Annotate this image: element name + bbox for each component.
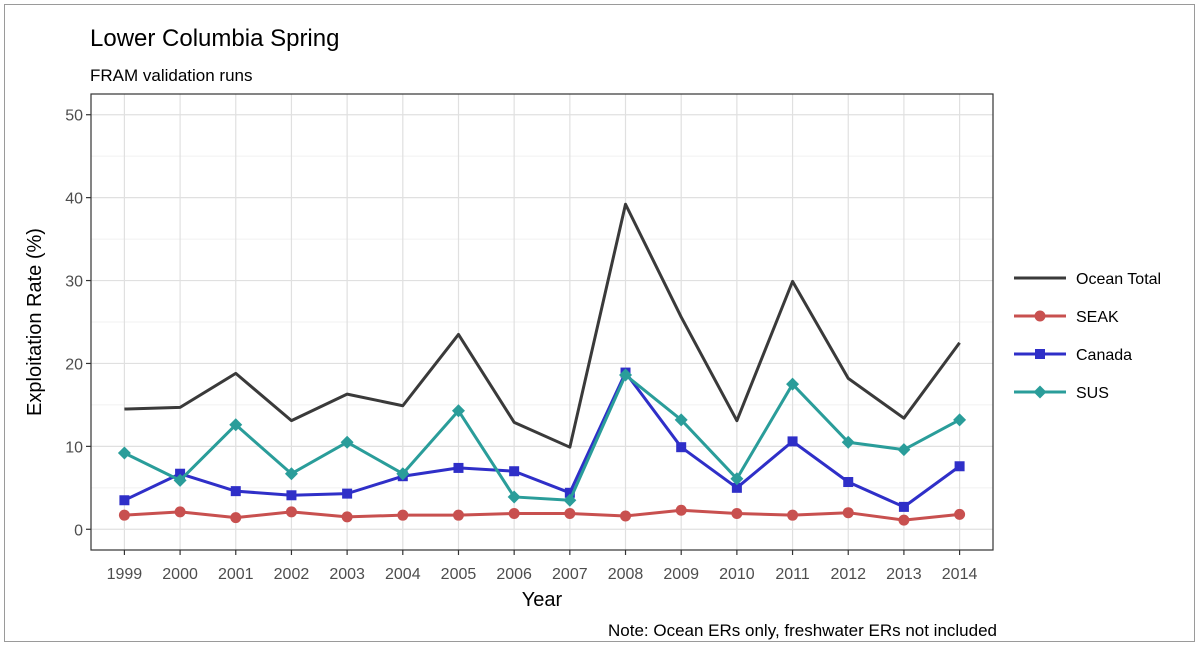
y-axis-title: Exploitation Rate (%) <box>24 228 46 416</box>
series-line <box>124 508 960 522</box>
legend-key-marker <box>1033 385 1047 399</box>
data-point <box>730 472 744 486</box>
x-tick-label: 1999 <box>107 566 143 583</box>
legend-key-marker <box>1035 349 1045 359</box>
data-point <box>342 488 353 499</box>
data-point <box>508 508 520 520</box>
data-point <box>898 501 909 512</box>
x-tick-label: 2004 <box>385 566 421 583</box>
series-layer <box>117 202 967 526</box>
legend-item: Ocean Total <box>1014 271 1161 288</box>
data-point <box>563 493 577 507</box>
data-point <box>842 507 854 519</box>
data-point <box>341 511 353 523</box>
legend: Ocean Total SEAK Canada SUS <box>1014 271 1161 402</box>
y-tick-label: 0 <box>74 522 83 539</box>
legend-label: Canada <box>1076 347 1132 364</box>
data-point <box>452 509 464 521</box>
data-point <box>286 490 297 501</box>
series-line <box>124 202 961 449</box>
plot-panel-border <box>90 93 994 551</box>
legend-item: Canada <box>1014 347 1132 364</box>
chart-subtitle: FRAM validation runs <box>90 66 253 85</box>
x-tick-label: 2002 <box>274 566 310 583</box>
data-point <box>620 510 632 522</box>
data-point <box>954 508 966 520</box>
data-point <box>674 413 688 427</box>
data-point <box>174 506 186 518</box>
data-point <box>564 508 576 520</box>
series-sus <box>117 368 967 507</box>
data-point <box>953 413 967 427</box>
figure-frame <box>4 4 1195 642</box>
x-tick-label: 2012 <box>830 566 866 583</box>
data-point <box>509 466 520 477</box>
data-point <box>285 506 297 518</box>
x-tick-label: 2000 <box>162 566 198 583</box>
x-tick-label: 2010 <box>719 566 755 583</box>
data-point <box>507 490 521 504</box>
series-line <box>123 373 961 502</box>
x-tick-label: 2014 <box>942 566 978 583</box>
data-point <box>787 509 799 521</box>
data-point <box>451 404 465 418</box>
data-point <box>897 443 911 457</box>
y-tick-label: 50 <box>65 108 83 125</box>
data-point <box>175 468 186 479</box>
series-line <box>123 371 961 509</box>
legend-label: SUS <box>1076 385 1109 402</box>
chart-caption: Note: Ocean ERs only, freshwater ERs not… <box>608 621 997 640</box>
data-point <box>843 477 854 488</box>
x-tick-label: 2006 <box>496 566 532 583</box>
series-canada <box>119 367 965 512</box>
data-point <box>841 435 855 449</box>
data-point <box>119 495 130 506</box>
data-point <box>564 487 575 498</box>
data-point <box>284 467 298 481</box>
legend-key-marker <box>1034 310 1046 322</box>
x-axis-title: Year <box>522 589 563 611</box>
chart-title: Lower Columbia Spring <box>90 25 339 52</box>
data-point <box>396 467 410 481</box>
data-point <box>786 377 800 391</box>
x-tick-label: 2013 <box>886 566 922 583</box>
data-point <box>230 486 241 497</box>
grid-lines <box>91 94 993 550</box>
data-point <box>675 504 687 516</box>
data-point <box>340 435 354 449</box>
y-tick-label: 40 <box>65 191 83 208</box>
legend-label: SEAK <box>1076 309 1119 326</box>
series-ocean-total <box>124 202 961 449</box>
data-point <box>731 508 743 520</box>
data-point <box>898 514 910 526</box>
x-tick-label: 2009 <box>663 566 699 583</box>
data-point <box>117 446 131 460</box>
y-tick-label: 20 <box>65 356 83 373</box>
data-point <box>731 482 742 493</box>
data-point <box>229 418 243 432</box>
x-tick-label: 2001 <box>218 566 254 583</box>
data-point <box>453 462 464 473</box>
data-point <box>230 512 242 524</box>
data-point <box>954 461 965 472</box>
x-tick-label: 2011 <box>775 566 810 583</box>
data-point <box>118 509 130 521</box>
legend-label: Ocean Total <box>1076 271 1161 288</box>
y-tick-label: 10 <box>65 439 83 456</box>
data-point <box>173 473 187 487</box>
data-point <box>397 509 409 521</box>
data-point <box>619 368 633 382</box>
x-tick-label: 2008 <box>608 566 644 583</box>
legend-item: SUS <box>1014 385 1109 402</box>
x-tick-label: 2003 <box>329 566 365 583</box>
data-point <box>787 436 798 447</box>
axes: 0 10 20 30 40 50 1999 2000 2001 2002 2003 2004 2005 2… <box>65 108 977 583</box>
x-tick-label: 2005 <box>441 566 477 583</box>
y-tick-label: 30 <box>65 274 83 291</box>
legend-item: SEAK <box>1014 309 1119 326</box>
data-point <box>676 442 687 453</box>
series-seak <box>118 504 966 526</box>
x-tick-label: 2007 <box>552 566 588 583</box>
